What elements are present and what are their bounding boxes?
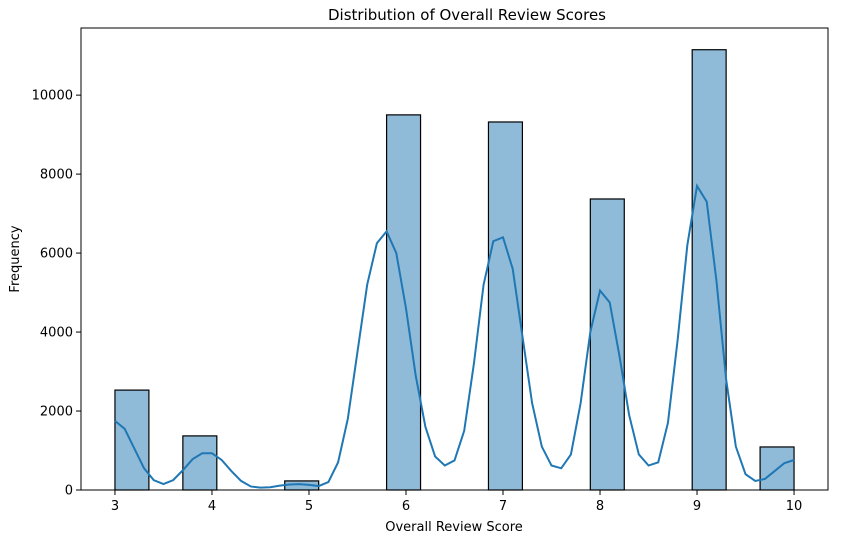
x-tick-label-5: 5 [305,499,313,514]
x-axis-ticks: 3 4 5 6 7 8 9 10 [111,490,803,514]
x-tick-label-4: 4 [208,499,216,514]
plot-area-frame [80,27,829,491]
y-tick-label-8000: 8000 [40,168,73,183]
histogram-bar-4 [385,114,422,491]
x-tick-label-6: 6 [402,499,410,514]
y-tick-label-2000: 2000 [40,405,73,420]
y-axis-label: Frequency [8,225,23,292]
histogram-bars [114,49,795,491]
kde-density-line [114,183,795,489]
x-tick-label-9: 9 [693,499,701,514]
x-tick-label-10: 10 [786,499,803,514]
chart-title: Distribution of Overall Review Scores [328,6,606,24]
x-tick-label-3: 3 [111,499,119,514]
histogram-bar-6 [589,198,625,491]
y-tick-label-6000: 6000 [40,247,73,262]
y-tick-label-4000: 4000 [40,326,73,341]
x-tick-label-8: 8 [596,499,604,514]
histogram-bar-7 [691,49,727,491]
y-axis-ticks: 0 2000 4000 6000 8000 10000 [32,89,81,499]
x-tick-label-7: 7 [499,499,507,514]
x-axis-label: Overall Review Score [385,520,523,535]
histogram-bar-1 [114,389,150,491]
y-tick-label-10000: 10000 [32,89,73,104]
y-tick-label-0: 0 [65,484,73,499]
